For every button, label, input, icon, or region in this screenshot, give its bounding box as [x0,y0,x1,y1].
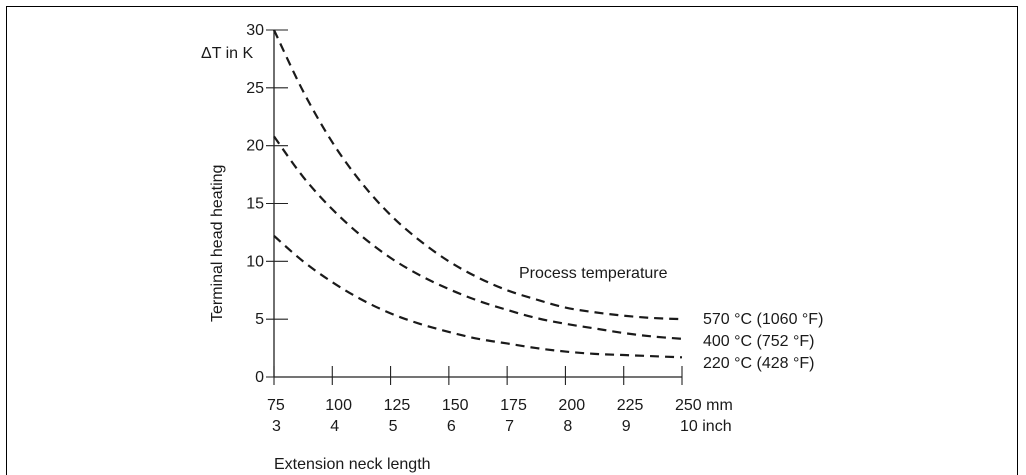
x-tick-label-mm: 175 [500,397,527,414]
x-tick-label-mm: 200 [558,397,585,414]
x-tick-label-inch: 3 [272,418,281,435]
x-tick-label-inch: 5 [389,418,398,435]
x-tick-label-mm: 150 [442,397,469,414]
x-tick-label-inch: 4 [330,418,339,435]
series-label: 220 °C (428 °F) [703,355,815,372]
x-tick-label-mm: 100 [325,397,352,414]
x-axis-label: Extension neck length [274,456,431,473]
series-line [273,29,683,321]
series-line [273,135,683,340]
x-tick-label-inch: 7 [505,418,514,435]
x-tick-label-inch: 9 [622,418,631,435]
labels: Process temperature ΔT in K Terminal hea… [201,45,668,473]
y-tick-label: 15 [246,196,264,213]
series-line [273,235,683,359]
x-tick-label-inch: 8 [563,418,572,435]
y-tick-label: 25 [246,80,264,97]
y-tick-label: 0 [255,369,264,386]
y-tick-label: 5 [255,311,264,328]
y-tick-label: 30 [246,22,264,39]
x-tick-label-mm: 250 mm [675,397,733,414]
ticks: 0 5 10 15 20 25 30 75 3 100 4 125 5 150 6 175 7 200 8 225 9 2… [246,22,733,435]
y-tick-label: 10 [246,253,264,270]
chart-frame [6,6,1018,475]
y-tick-label: 20 [246,138,264,155]
x-tick-label-inch: 6 [447,418,456,435]
series-label: 570 °C (1060 °F) [703,311,823,328]
y-axis-label: Terminal head heating [209,165,226,322]
curves: 570 °C (1060 °F) 400 °C (752 °F) 220 °C (4… [273,29,823,372]
x-tick-label-mm: 75 [267,397,285,414]
series-label: 400 °C (752 °F) [703,333,815,350]
x-tick-label-mm: 125 [384,397,411,414]
x-tick-label-inch: 10 inch [680,418,732,435]
axes [273,30,682,378]
y-axis-unit: ΔT in K [201,45,254,62]
x-tick-label-mm: 225 [617,397,644,414]
chart-title: Process temperature [519,265,668,282]
